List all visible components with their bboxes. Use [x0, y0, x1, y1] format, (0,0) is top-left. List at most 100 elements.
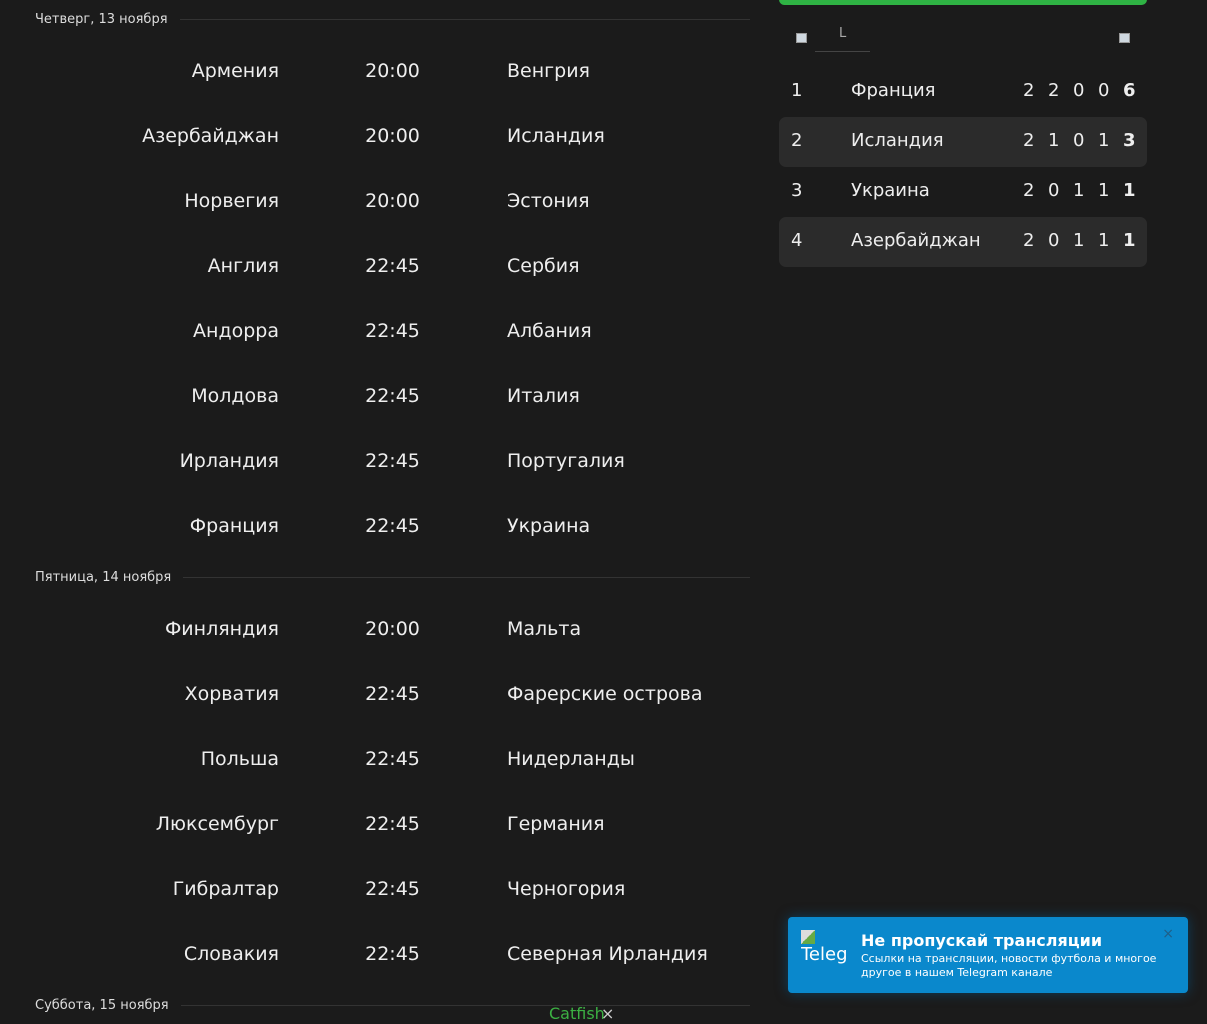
standings-row[interactable]: 2 Исландия 2 1 0 1 3 — [779, 117, 1147, 167]
date-header: Пятница, 14 ноября — [0, 558, 760, 596]
points: 1 — [1123, 230, 1136, 251]
stat-value: 0 — [1048, 180, 1060, 201]
toast-text: Ссылки на трансляции, новости футбола и … — [861, 952, 1157, 979]
telegram-toast[interactable]: Telegram Не пропускай трансляции Ссылки … — [788, 917, 1188, 993]
standings-tab[interactable]: L — [815, 22, 870, 52]
position: 3 — [791, 180, 803, 201]
stat-value: 1 — [1073, 180, 1085, 201]
match-row[interactable]: Андорра 22:45 Албания — [0, 298, 760, 363]
match-row[interactable]: Люксембург 22:45 Германия — [0, 791, 760, 856]
match-row[interactable]: Хорватия 22:45 Фарерские острова — [0, 661, 760, 726]
stat-value: 1 — [1073, 230, 1085, 251]
match-row[interactable]: Азербайджан 20:00 Исландия — [0, 103, 760, 168]
away-team: Португалия — [507, 449, 625, 472]
match-time: 22:45 — [365, 682, 420, 705]
standings-header: L — [779, 22, 1147, 54]
away-team: Украина — [507, 514, 591, 537]
away-team: Черногория — [507, 877, 626, 900]
team-name: Украина — [851, 180, 930, 201]
telegram-logo: Telegram — [801, 930, 847, 965]
match-time: 20:00 — [365, 189, 420, 212]
match-row[interactable]: Финляндия 20:00 Мальта — [0, 596, 760, 661]
match-time: 22:45 — [365, 449, 420, 472]
match-row[interactable]: Франция 22:45 Украина — [0, 493, 760, 558]
match-time: 22:45 — [365, 877, 420, 900]
team-name: Исландия — [851, 130, 944, 151]
match-time: 22:45 — [365, 514, 420, 537]
away-team: Албания — [507, 319, 592, 342]
stat-value: 0 — [1098, 80, 1110, 101]
standings-row[interactable]: 1 Франция 2 2 0 0 6 — [779, 67, 1147, 117]
position: 2 — [791, 130, 803, 151]
position: 1 — [791, 80, 803, 101]
away-team: Италия — [507, 384, 580, 407]
away-team: Исландия — [507, 124, 605, 147]
stat-value: 1 — [1098, 180, 1110, 201]
away-team: Сербия — [507, 254, 580, 277]
home-team: Люксембург — [155, 812, 279, 835]
green-accent-bar — [779, 0, 1147, 5]
divider — [180, 1004, 750, 1006]
close-icon[interactable]: × — [601, 1004, 615, 1023]
match-time: 20:00 — [365, 124, 420, 147]
broken-image-icon — [796, 33, 807, 43]
home-team: Польша — [200, 747, 279, 770]
home-team: Словакия — [183, 942, 279, 965]
match-row[interactable]: Словакия 22:45 Северная Ирландия — [0, 921, 760, 986]
stat-value: 2 — [1023, 80, 1035, 101]
home-team: Андорра — [193, 319, 279, 342]
match-row[interactable]: Ирландия 22:45 Португалия — [0, 428, 760, 493]
stat-value: 1 — [1098, 230, 1110, 251]
match-time: 22:45 — [365, 942, 420, 965]
match-time: 22:45 — [365, 812, 420, 835]
home-team: Гибралтар — [172, 877, 279, 900]
match-time: 20:00 — [365, 59, 420, 82]
broken-image-icon — [1119, 33, 1130, 43]
team-name: Франция — [851, 80, 936, 101]
match-time: 22:45 — [365, 319, 420, 342]
fixtures-list: Четверг, 13 ноября Армения 20:00 Венгрия Азе… — [0, 0, 760, 1024]
team-name: Азербайджан — [851, 230, 981, 251]
away-team: Германия — [507, 812, 605, 835]
home-team: Норвегия — [184, 189, 279, 212]
divider — [179, 18, 750, 20]
date-header: Суббота, 15 ноября — [0, 986, 760, 1024]
broken-image-icon — [801, 930, 815, 944]
match-row[interactable]: Англия 22:45 Сербия — [0, 233, 760, 298]
stat-value: 2 — [1023, 130, 1035, 151]
home-team: Молдова — [191, 384, 279, 407]
match-row[interactable]: Гибралтар 22:45 Черногория — [0, 856, 760, 921]
match-time: 22:45 — [365, 254, 420, 277]
match-row[interactable]: Молдова 22:45 Италия — [0, 363, 760, 428]
home-team: Ирландия — [179, 449, 279, 472]
stat-value: 1 — [1048, 130, 1060, 151]
home-team: Финляндия — [164, 617, 279, 640]
home-team: Азербайджан — [142, 124, 279, 147]
points: 3 — [1123, 130, 1136, 151]
match-row[interactable]: Польша 22:45 Нидерланды — [0, 726, 760, 791]
stat-value: 2 — [1048, 80, 1060, 101]
toast-title: Не пропускай трансляции — [861, 931, 1103, 950]
match-time: 22:45 — [365, 747, 420, 770]
catfish-banner[interactable]: Catfish × — [549, 1004, 615, 1023]
away-team: Мальта — [507, 617, 582, 640]
standings-row[interactable]: 3 Украина 2 0 1 1 1 — [779, 167, 1147, 217]
home-team: Армения — [191, 59, 279, 82]
away-team: Венгрия — [507, 59, 590, 82]
stat-value: 0 — [1048, 230, 1060, 251]
points: 1 — [1123, 180, 1136, 201]
match-row[interactable]: Армения 20:00 Венгрия — [0, 38, 760, 103]
away-team: Фарерские острова — [507, 682, 703, 705]
stat-value: 2 — [1023, 180, 1035, 201]
home-team: Хорватия — [184, 682, 279, 705]
standings-row[interactable]: 4 Азербайджан 2 0 1 1 1 — [779, 217, 1147, 267]
divider — [183, 576, 750, 578]
match-row[interactable]: Норвегия 20:00 Эстония — [0, 168, 760, 233]
away-team: Нидерланды — [507, 747, 635, 770]
points: 6 — [1123, 80, 1136, 101]
away-team: Эстония — [507, 189, 590, 212]
stat-value: 2 — [1023, 230, 1035, 251]
close-icon[interactable]: × — [1162, 926, 1174, 942]
stat-value: 0 — [1073, 80, 1085, 101]
date-header: Четверг, 13 ноября — [0, 0, 760, 38]
